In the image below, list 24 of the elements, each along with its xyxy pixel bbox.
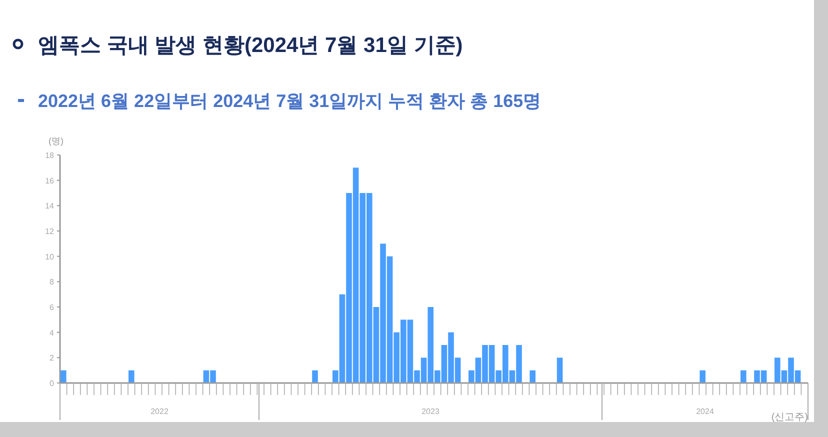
bar: [556, 358, 563, 383]
y-tick-label: 10: [45, 252, 55, 262]
x-axis-title: (신고주): [771, 412, 808, 423]
text: 2022: [150, 407, 169, 416]
y-tick-label: 2: [50, 354, 55, 363]
text: 2023: [422, 407, 440, 416]
y-tick-label: 6: [50, 303, 55, 312]
bar: [530, 370, 536, 383]
y-tick-label: 4: [50, 328, 55, 338]
bar: [700, 370, 706, 383]
text: 2024: [696, 407, 714, 416]
bar: [60, 370, 66, 383]
y-tick-label: 12: [45, 227, 55, 236]
y-tick-label: 14: [45, 202, 55, 211]
y-tick-label: 0: [50, 379, 55, 388]
chart-title: 엠폭스 국내 발생 현황(2024년 7월 31일 기준): [38, 34, 463, 57]
bar: [128, 370, 134, 383]
bar: [312, 370, 318, 383]
bar: [740, 370, 746, 383]
y-tick-label: 18: [45, 151, 55, 160]
y-tick-label: 16: [45, 176, 55, 186]
chart-subtitle: 2022년 6월 22일부터 2024년 7월 31일까지 누적 환자 총 165명: [38, 91, 542, 111]
y-axis-title: (명): [48, 136, 64, 146]
y-tick-label: 8: [50, 278, 55, 287]
